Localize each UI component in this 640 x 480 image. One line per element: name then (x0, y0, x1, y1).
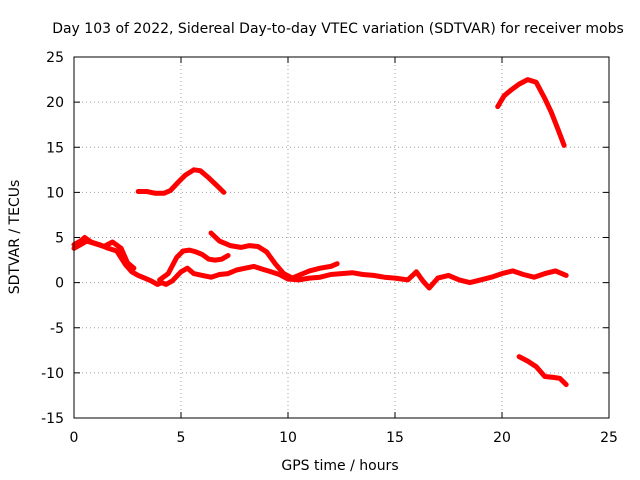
series-arc-4 (157, 247, 231, 283)
series-arc-2 (71, 238, 137, 271)
series-arc-5 (208, 230, 340, 281)
x-tick-label: 5 (177, 430, 186, 446)
series-layer (71, 77, 569, 388)
series-arc-3 (135, 167, 227, 196)
series-arc-1 (71, 235, 569, 291)
y-tick-label: 5 (55, 231, 64, 247)
y-tick-label: -10 (41, 366, 64, 382)
chart-title: Day 103 of 2022, Sidereal Day-to-day VTE… (52, 21, 624, 37)
y-tick-label: -5 (50, 321, 64, 337)
x-tick-label: 10 (279, 430, 297, 446)
grid-layer (74, 57, 609, 418)
tick-layer: 0 5 10 15 20 25 -15 -10 -5 0 5 10 15 20 25 (41, 50, 618, 446)
x-tick-label: 25 (600, 430, 618, 446)
series-arc-7 (516, 354, 569, 388)
y-tick-label: 15 (46, 140, 64, 156)
x-tick-label: 20 (493, 430, 511, 446)
y-tick-label: 10 (46, 185, 64, 201)
y-axis-label: SDTVAR / TECUs (7, 180, 23, 295)
y-tick-label: -15 (41, 411, 64, 427)
x-tick-label: 15 (386, 430, 404, 446)
series-arc-6 (495, 77, 567, 148)
y-tick-label: 25 (46, 50, 64, 66)
y-tick-label: 20 (46, 95, 64, 111)
x-axis-label: GPS time / hours (281, 458, 398, 474)
y-tick-label: 0 (55, 276, 64, 292)
x-tick-label: 0 (70, 430, 79, 446)
